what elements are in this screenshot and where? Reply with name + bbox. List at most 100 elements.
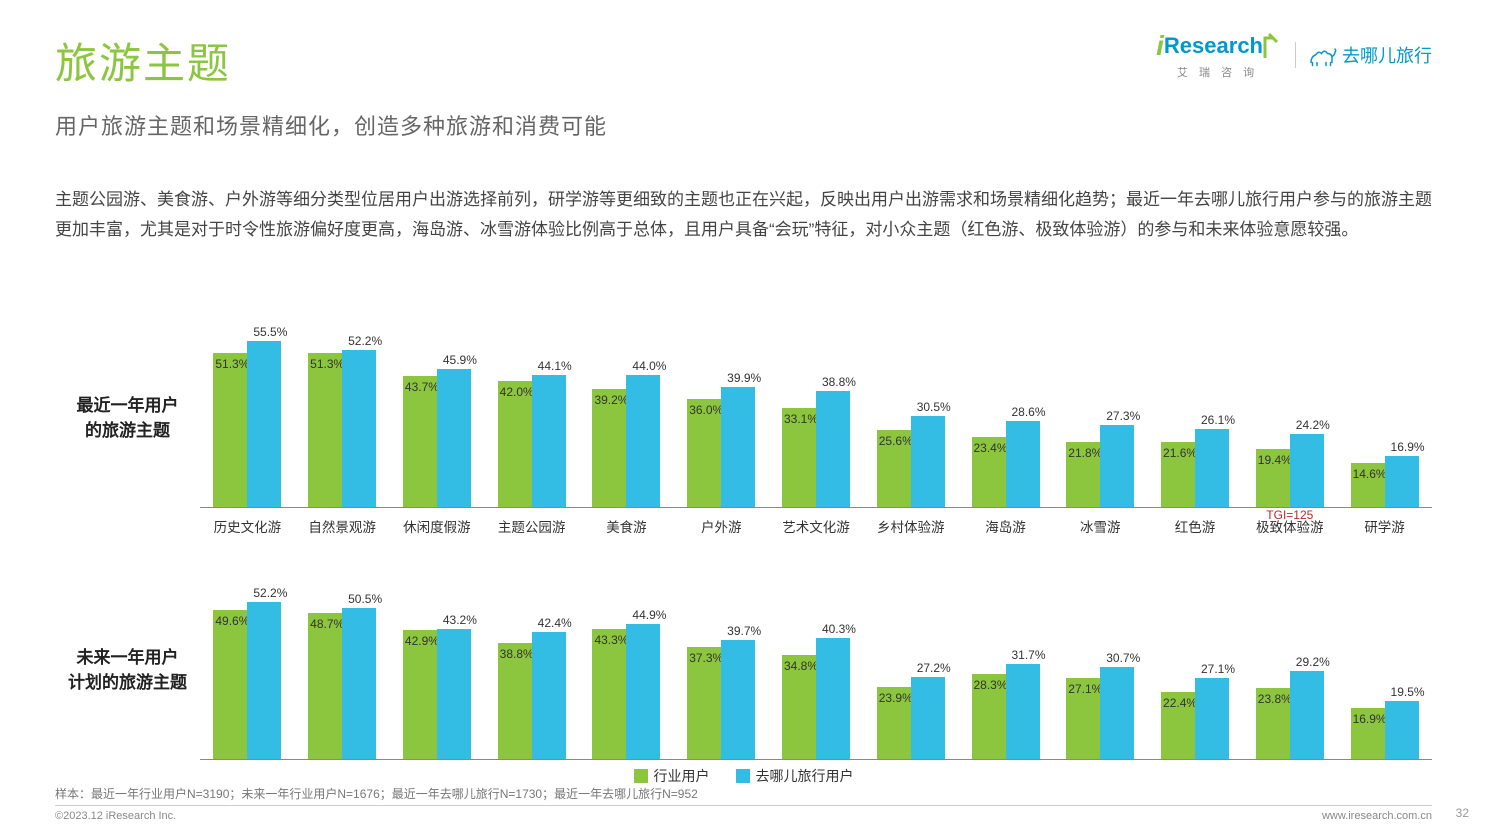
- bar-qunar: 43.2%: [437, 629, 471, 759]
- page-title: 旅游主题: [55, 30, 607, 91]
- bar-group: 25.6%30.5%: [863, 416, 958, 508]
- category-label: 历史文化游: [200, 508, 295, 542]
- bar-qunar: 30.5%: [911, 416, 945, 508]
- value-label: 24.2%: [1296, 418, 1330, 432]
- bar-qunar: 16.9%: [1385, 456, 1419, 507]
- bar-qunar: 44.0%: [626, 375, 660, 507]
- value-label: 26.1%: [1201, 413, 1235, 427]
- bar-qunar: 44.9%: [626, 624, 660, 759]
- bar-group: 51.3%55.5%: [200, 341, 295, 508]
- bar-group: 34.8%40.3%: [769, 638, 864, 759]
- footnote: 样本：最近一年行业用户N=3190；未来一年行业用户N=1676；最近一年去哪儿…: [55, 785, 698, 802]
- legend-item-qunar: 去哪儿旅行用户: [736, 766, 854, 786]
- value-label: 22.4%: [1163, 696, 1197, 710]
- bar-group: 43.7%45.9%: [390, 369, 485, 507]
- value-label: 30.7%: [1106, 651, 1140, 665]
- bar-group: TGI=12521.8%27.3%: [1053, 425, 1148, 507]
- body-text: 主题公园游、美食游、户外游等细分类型位居用户出游选择前列，研学游等更细致的主题也…: [55, 185, 1432, 245]
- category-label: 乡村体验游: [863, 508, 958, 542]
- bar-industry: 49.6%: [213, 610, 247, 759]
- logo-qunar: 去哪儿旅行: [1295, 42, 1432, 68]
- legend-swatch-green: [634, 769, 648, 783]
- bar-qunar: 44.1%: [532, 375, 566, 507]
- bar-industry: 38.8%: [498, 643, 532, 759]
- category-label: 户外游: [674, 508, 769, 542]
- legend-label-b: 去哪儿旅行用户: [756, 766, 854, 786]
- bar-group: 43.3%44.9%: [579, 624, 674, 759]
- bar-qunar: 40.3%: [816, 638, 850, 759]
- bar-group: 48.7%50.5%: [295, 608, 390, 760]
- value-label: 28.3%: [974, 678, 1008, 692]
- category-label: 休闲度假游: [390, 508, 485, 542]
- bar-group: 14.6%16.9%: [1337, 456, 1432, 507]
- bar-qunar: 27.3%: [1100, 425, 1134, 507]
- header: 旅游主题 用户旅游主题和场景精细化，创造多种旅游和消费可能 i Research…: [55, 30, 1432, 141]
- bar-group: 27.1%30.7%: [1053, 667, 1148, 759]
- legend-label-a: 行业用户: [654, 766, 710, 786]
- value-label: 40.3%: [822, 622, 856, 636]
- value-label: 25.6%: [879, 434, 913, 448]
- value-label: 48.7%: [310, 617, 344, 631]
- bar-industry: 19.4%: [1256, 449, 1290, 507]
- value-label: 44.9%: [632, 608, 666, 622]
- copyright: ©2023.12 iResearch Inc.: [55, 810, 176, 822]
- page-number: 32: [1456, 806, 1469, 820]
- value-label: 42.4%: [538, 616, 572, 630]
- value-label: 23.9%: [879, 691, 913, 705]
- value-label: 14.6%: [1353, 467, 1387, 481]
- bar-industry: 23.8%: [1256, 688, 1290, 759]
- bar-qunar: 27.1%: [1195, 678, 1229, 759]
- category-label: 红色游: [1148, 508, 1243, 542]
- value-label: 33.1%: [784, 412, 818, 426]
- value-label: 49.6%: [215, 614, 249, 628]
- value-label: 51.3%: [215, 357, 249, 371]
- bar-industry: 34.8%: [782, 655, 816, 759]
- bar-industry: 51.3%: [213, 353, 247, 507]
- bar-industry: 39.2%: [592, 389, 626, 507]
- bar-group: TGI=12323.8%29.2%: [1242, 671, 1337, 759]
- bar-industry: 42.0%: [498, 381, 532, 507]
- value-label: 39.7%: [727, 624, 761, 638]
- category-label: 海岛游: [958, 508, 1053, 542]
- row-label: 最近一年用户的旅游主题: [77, 393, 179, 444]
- value-label: 27.1%: [1068, 682, 1102, 696]
- bar-qunar: 26.1%: [1195, 429, 1229, 507]
- bar-group: 33.1%38.8%: [769, 391, 864, 507]
- bar-group: 37.3%39.7%: [674, 640, 769, 759]
- bar-industry: 37.3%: [687, 647, 721, 759]
- logo-i: i: [1156, 30, 1164, 62]
- legend: 行业用户 去哪儿旅行用户: [0, 766, 1487, 786]
- value-label: 51.3%: [310, 357, 344, 371]
- value-label: 38.8%: [500, 647, 534, 661]
- value-label: 38.8%: [822, 375, 856, 389]
- value-label: 37.3%: [689, 651, 723, 665]
- value-label: 36.0%: [689, 403, 723, 417]
- bar-group: TGI=12519.4%24.2%: [1242, 434, 1337, 507]
- bar-qunar: 27.2%: [911, 677, 945, 759]
- bar-qunar: 28.6%: [1006, 421, 1040, 507]
- category-label: 艺术文化游: [769, 508, 864, 542]
- value-label: 19.5%: [1391, 685, 1425, 699]
- bar-group: 49.6%52.2%: [200, 602, 295, 759]
- value-label: 55.5%: [253, 325, 287, 339]
- bar-qunar: 50.5%: [342, 608, 376, 760]
- value-label: 27.2%: [917, 661, 951, 675]
- legend-swatch-blue: [736, 769, 750, 783]
- value-label: 42.0%: [500, 385, 534, 399]
- bar-industry: 27.1%: [1066, 678, 1100, 759]
- value-label: 23.8%: [1258, 692, 1292, 706]
- bar-industry: 25.6%: [877, 430, 911, 507]
- category-label: 主题公园游: [484, 508, 579, 542]
- value-label: 42.9%: [405, 634, 439, 648]
- value-label: 16.9%: [1391, 440, 1425, 454]
- bar-industry: 28.3%: [972, 674, 1006, 759]
- camel-icon: [1308, 43, 1338, 67]
- logo-iresearch: i Research 艾 瑞 咨 询: [1156, 30, 1279, 80]
- value-label: 27.1%: [1201, 662, 1235, 676]
- bar-qunar: 52.2%: [342, 350, 376, 507]
- value-label: 34.8%: [784, 659, 818, 673]
- value-label: 21.6%: [1163, 446, 1197, 460]
- site-url: www.iresearch.com.cn: [1322, 810, 1432, 822]
- bar-qunar: 55.5%: [247, 341, 281, 508]
- value-label: 39.9%: [727, 371, 761, 385]
